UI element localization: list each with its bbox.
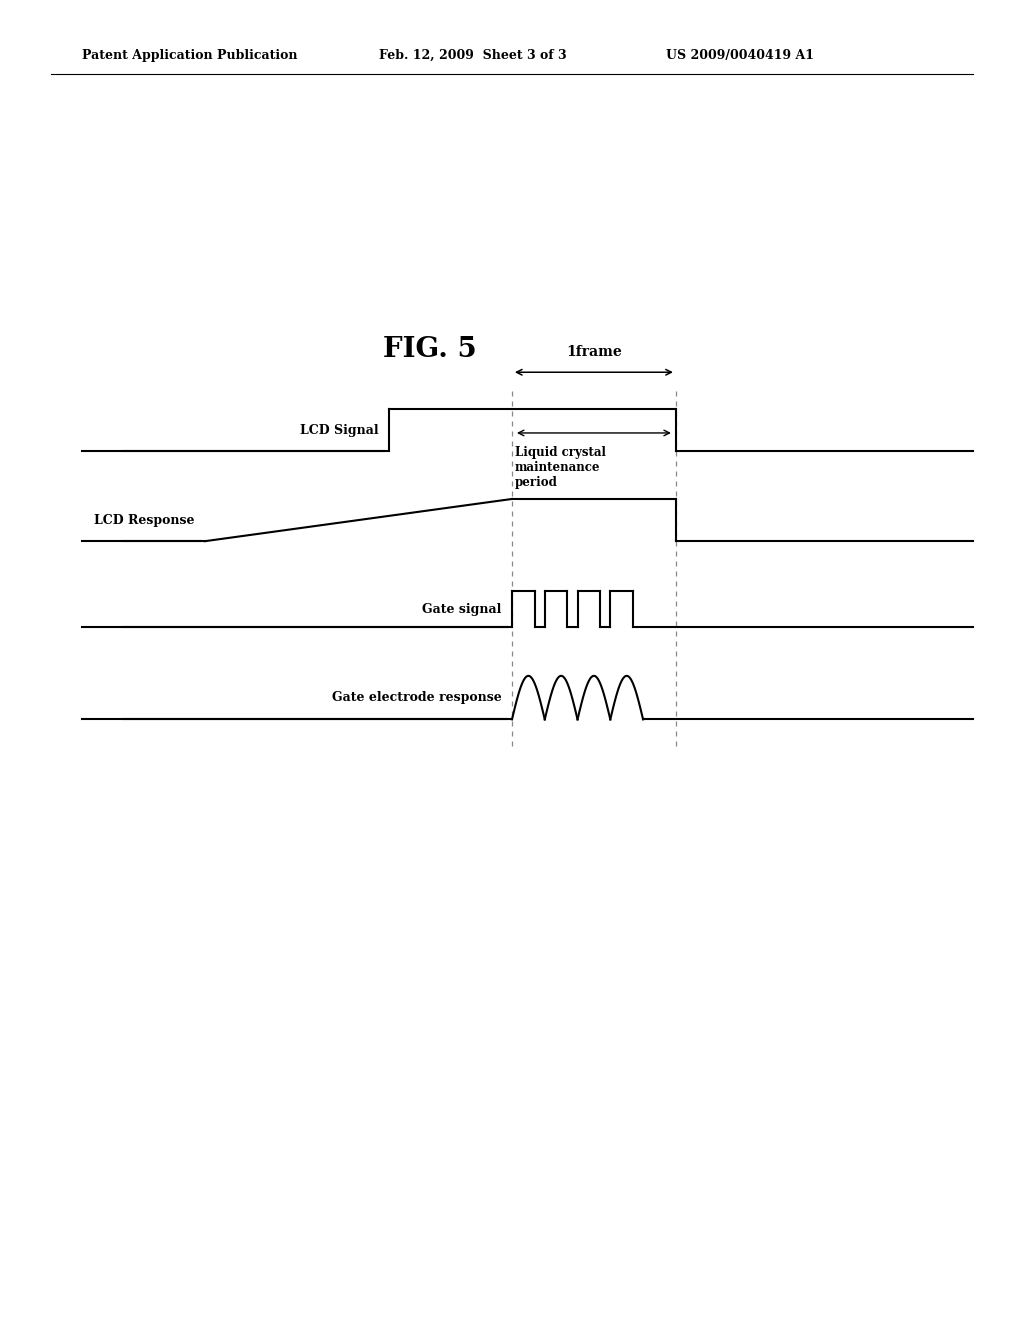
Text: Liquid crystal
maintenance
period: Liquid crystal maintenance period	[515, 446, 606, 490]
Text: FIG. 5: FIG. 5	[383, 337, 477, 363]
Text: LCD Signal: LCD Signal	[300, 424, 379, 437]
Text: US 2009/0040419 A1: US 2009/0040419 A1	[666, 49, 814, 62]
Text: Patent Application Publication: Patent Application Publication	[82, 49, 297, 62]
Text: 1frame: 1frame	[566, 345, 622, 359]
Text: Feb. 12, 2009  Sheet 3 of 3: Feb. 12, 2009 Sheet 3 of 3	[379, 49, 566, 62]
Text: Gate electrode response: Gate electrode response	[332, 692, 502, 704]
Text: Gate signal: Gate signal	[422, 603, 502, 615]
Text: LCD Response: LCD Response	[94, 513, 195, 527]
